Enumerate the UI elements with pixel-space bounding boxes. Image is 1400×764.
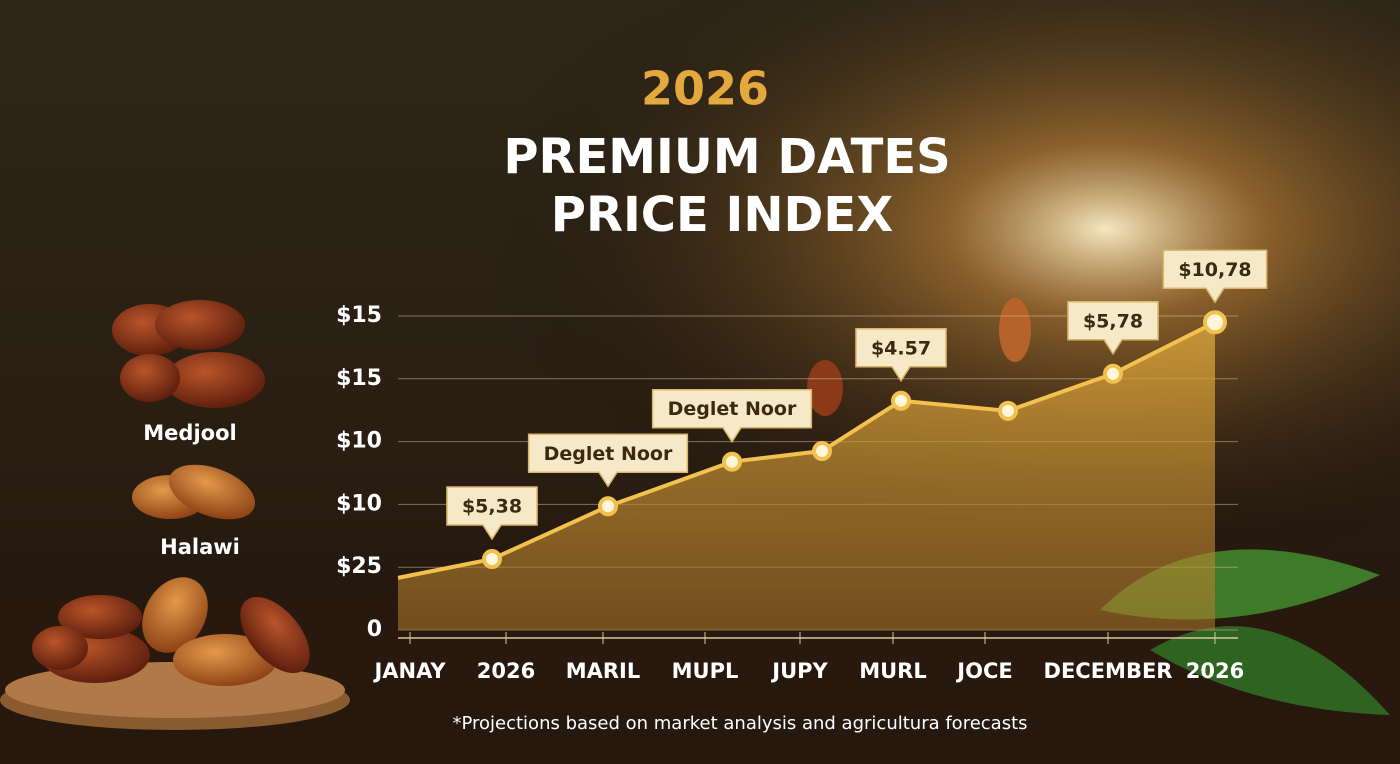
x-tick-label: 2026 — [477, 659, 535, 683]
x-tick-label: MARIL — [566, 659, 641, 683]
point — [482, 549, 502, 570]
callout-text: $4.57 — [871, 337, 931, 359]
callout: $4.57 — [855, 328, 947, 383]
area — [398, 322, 1215, 630]
callout-text: Deglet Noor — [544, 443, 673, 465]
y-tick-label: 0 — [367, 617, 382, 642]
callout: Deglet Noor — [527, 433, 689, 488]
point — [722, 451, 742, 472]
title: PREMIUM DATES — [503, 129, 950, 185]
x-tick-label: JUPY — [770, 659, 828, 683]
callout-text: $10,78 — [1178, 259, 1251, 281]
y-tick-label: $10 — [336, 429, 382, 454]
x-tick-label: MUPL — [672, 659, 739, 683]
callout: $5,38 — [446, 486, 538, 541]
y-tick-label: $15 — [336, 303, 382, 328]
callout: $10,78 — [1162, 249, 1268, 304]
plot: 0 $25 $10 $10 $15 $15 JANAY 2026 MARIL MUPL JUPY MU… — [336, 249, 1268, 683]
variety-label: Halawi — [160, 535, 240, 559]
callout-box — [1067, 301, 1159, 356]
callout-text: $5,78 — [1083, 310, 1143, 332]
x-tick-label: MURL — [859, 659, 927, 683]
title-year: 2026 — [641, 62, 769, 116]
x-tick-label: DECEMBER — [1044, 659, 1173, 683]
left-dates — [0, 300, 350, 730]
callout-box — [446, 486, 538, 541]
variety-label: Medjool — [143, 421, 236, 445]
callout-text: $5,38 — [462, 496, 522, 518]
point — [598, 496, 618, 517]
point — [812, 441, 832, 462]
point — [1203, 310, 1227, 335]
y-tick-label: $25 — [336, 554, 382, 579]
x-tick-label: JOCE — [955, 659, 1012, 683]
y-tick-label: $15 — [336, 366, 382, 391]
callout: Deglet Noor — [651, 388, 813, 444]
x-tick-label: 2026 — [1186, 659, 1244, 683]
point — [891, 390, 911, 411]
point — [998, 400, 1018, 421]
date-icon — [999, 298, 1031, 362]
date-icon — [807, 360, 843, 416]
callout-box — [855, 328, 947, 383]
y-tick-label: $10 — [336, 491, 382, 516]
callout-box — [527, 433, 689, 488]
callout-box — [651, 388, 813, 444]
callout-text: Deglet Noor — [668, 398, 797, 420]
x-tick-label: JANAY — [372, 659, 446, 683]
callout-box — [1162, 249, 1268, 304]
footnote: *Projections based on market analysis an… — [452, 713, 1027, 734]
callout: $5,78 — [1067, 301, 1159, 356]
point — [1103, 363, 1123, 384]
title: PRICE INDEX — [551, 187, 893, 243]
